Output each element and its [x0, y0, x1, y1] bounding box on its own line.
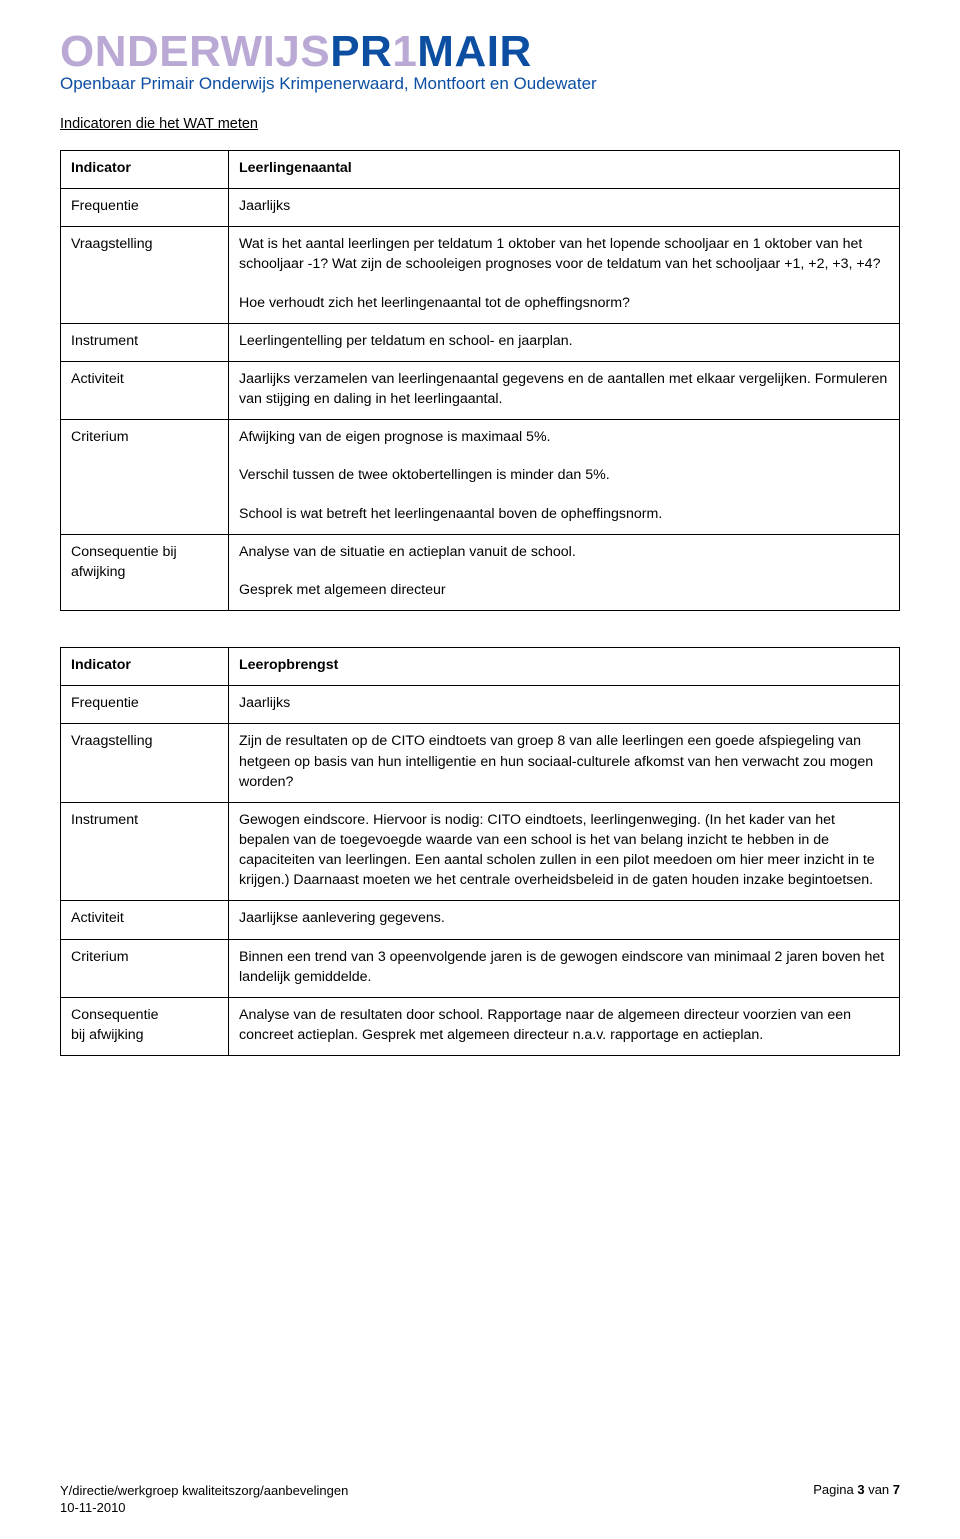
section-title: Indicatoren die het WAT meten [60, 116, 900, 132]
value-criterium: Afwijking van de eigen prognose is maxim… [229, 420, 900, 534]
label-indicator: Indicator [61, 648, 229, 686]
label-vraagstelling: Vraagstelling [61, 724, 229, 802]
paragraph: Afwijking van de eigen prognose is maxim… [239, 427, 889, 447]
label-consequentie-line1: Consequentie bij [71, 544, 177, 560]
footer-page-current: 3 [857, 1482, 864, 1497]
logo: ONDERWIJSPR1MAIR Openbaar Primair Onderw… [60, 30, 900, 94]
indicator-table-1: Indicator Leerlingenaantal Frequentie Ja… [60, 150, 900, 611]
value-instrument: Gewogen eindscore. Hiervoor is nodig: CI… [229, 802, 900, 901]
label-consequentie: Consequentie bij afwijking [61, 534, 229, 610]
value-indicator: Leerlingenaantal [229, 151, 900, 189]
table-row: Activiteit Jaarlijks verzamelen van leer… [61, 361, 900, 419]
paragraph: Wat is het aantal leerlingen per teldatu… [239, 234, 889, 274]
table-row: Vraagstelling Wat is het aantal leerling… [61, 227, 900, 323]
table-row: Consequentie bij afwijking Analyse van d… [61, 534, 900, 610]
label-consequentie-line2: afwijking [71, 564, 125, 580]
table-row: Consequentie bij afwijking Analyse van d… [61, 997, 900, 1055]
value-vraagstelling: Wat is het aantal leerlingen per teldatu… [229, 227, 900, 323]
logo-wordmark: ONDERWIJSPR1MAIR [60, 30, 900, 74]
footer-page-number: Pagina 3 van 7 [813, 1482, 900, 1497]
table-row: Indicator Leerlingenaantal [61, 151, 900, 189]
footer-page-of: van [865, 1482, 893, 1497]
label-criterium: Criterium [61, 420, 229, 534]
table-row: Instrument Leerlingentelling per teldatu… [61, 323, 900, 361]
value-instrument: Leerlingentelling per teldatum en school… [229, 323, 900, 361]
value-indicator: Leeropbrengst [229, 648, 900, 686]
footer-path: Y/directie/werkgroep kwaliteitszorg/aanb… [60, 1482, 348, 1517]
logo-part-1: 1 [392, 27, 417, 76]
table-row: Vraagstelling Zijn de resultaten op de C… [61, 724, 900, 802]
paragraph: Gesprek met algemeen directeur [239, 580, 889, 600]
label-consequentie: Consequentie bij afwijking [61, 997, 229, 1055]
table-row: Criterium Binnen een trend van 3 opeenvo… [61, 939, 900, 997]
label-consequentie-line2: bij afwijking [71, 1027, 144, 1043]
value-frequentie: Jaarlijks [229, 189, 900, 227]
indicator-table-2: Indicator Leeropbrengst Frequentie Jaarl… [60, 647, 900, 1056]
footer-page-label: Pagina [813, 1482, 857, 1497]
table-row: Frequentie Jaarlijks [61, 686, 900, 724]
value-criterium: Binnen een trend van 3 opeenvolgende jar… [229, 939, 900, 997]
page-footer: Y/directie/werkgroep kwaliteitszorg/aanb… [60, 1482, 900, 1517]
value-activiteit: Jaarlijkse aanlevering gegevens. [229, 901, 900, 939]
value-consequentie: Analyse van de resultaten door school. R… [229, 997, 900, 1055]
label-activiteit: Activiteit [61, 901, 229, 939]
logo-part-onderwijs: ONDERWIJS [60, 27, 330, 76]
paragraph: Analyse van de situatie en actieplan van… [239, 542, 889, 562]
table-row: Activiteit Jaarlijkse aanlevering gegeve… [61, 901, 900, 939]
table-row: Indicator Leeropbrengst [61, 648, 900, 686]
value-frequentie: Jaarlijks [229, 686, 900, 724]
table-row: Instrument Gewogen eindscore. Hiervoor i… [61, 802, 900, 901]
logo-part-pr: PR [330, 27, 392, 76]
value-vraagstelling: Zijn de resultaten op de CITO eindtoets … [229, 724, 900, 802]
logo-subtitle: Openbaar Primair Onderwijs Krimpenerwaar… [60, 74, 900, 94]
logo-part-mair: MAIR [417, 27, 531, 76]
label-criterium: Criterium [61, 939, 229, 997]
paragraph: Verschil tussen de twee oktobertellingen… [239, 465, 889, 485]
footer-path-line1: Y/directie/werkgroep kwaliteitszorg/aanb… [60, 1483, 348, 1498]
table-row: Criterium Afwijking van de eigen prognos… [61, 420, 900, 534]
table-row: Frequentie Jaarlijks [61, 189, 900, 227]
paragraph: Hoe verhoudt zich het leerlingenaantal t… [239, 293, 889, 313]
paragraph: School is wat betreft het leerlingenaant… [239, 504, 889, 524]
value-consequentie: Analyse van de situatie en actieplan van… [229, 534, 900, 610]
label-instrument: Instrument [61, 802, 229, 901]
label-vraagstelling: Vraagstelling [61, 227, 229, 323]
label-frequentie: Frequentie [61, 189, 229, 227]
value-activiteit: Jaarlijks verzamelen van leerlingenaanta… [229, 361, 900, 419]
label-frequentie: Frequentie [61, 686, 229, 724]
label-consequentie-line1: Consequentie [71, 1007, 159, 1023]
label-instrument: Instrument [61, 323, 229, 361]
label-indicator: Indicator [61, 151, 229, 189]
footer-path-line2: 10-11-2010 [60, 1500, 126, 1515]
label-activiteit: Activiteit [61, 361, 229, 419]
footer-page-total: 7 [893, 1482, 900, 1497]
